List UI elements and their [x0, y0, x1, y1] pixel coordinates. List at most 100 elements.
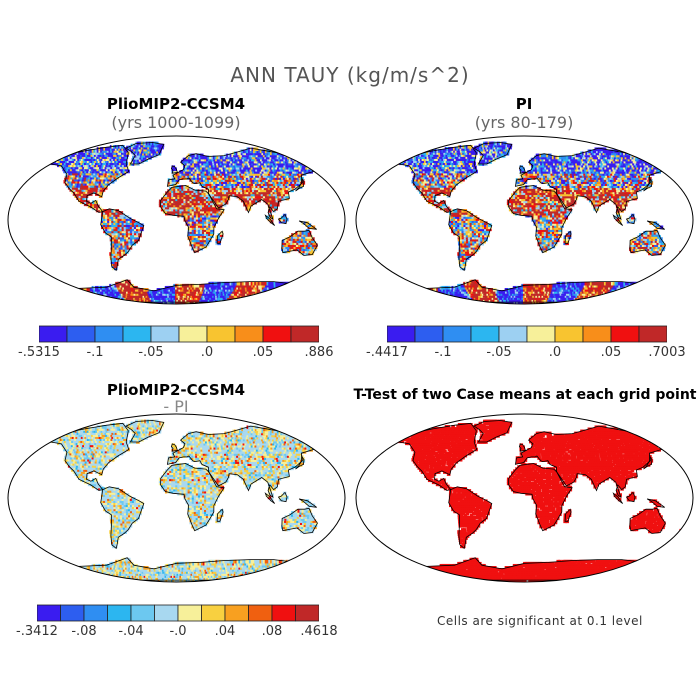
map-grid-cell — [188, 167, 193, 172]
map-grid-cell — [289, 186, 294, 191]
map-grid-cell — [211, 170, 216, 174]
map-grid-cell — [93, 171, 97, 176]
map-grid-cell — [193, 222, 198, 226]
map-grid-cell — [106, 179, 111, 184]
map-grid-cell — [86, 159, 91, 163]
map-grid-cell — [274, 192, 279, 197]
map-grid-cell — [290, 241, 294, 245]
map-grid-cell — [249, 200, 253, 205]
map-grid-cell — [257, 182, 261, 186]
map-grid-cell — [65, 161, 70, 166]
map-grid-cell — [173, 193, 177, 197]
map-grid-cell — [286, 241, 290, 245]
map-grid-cell — [85, 177, 90, 182]
map-grid-cell — [181, 195, 185, 200]
map-grid-cell — [201, 238, 206, 243]
map-grid-cell — [82, 161, 86, 166]
map-grid-cell — [135, 225, 140, 230]
map-grid-cell — [210, 203, 214, 208]
map-grid-cell — [52, 294, 57, 298]
map-grid-cell — [212, 172, 216, 176]
map-grid-cell — [71, 173, 75, 178]
map-grid-cell — [250, 196, 255, 201]
map-grid-cell — [211, 186, 216, 191]
map-grid-cell — [220, 200, 225, 205]
map-grid-cell — [204, 170, 208, 174]
map-grid-cell — [75, 298, 79, 302]
map-grid-cell — [127, 227, 132, 232]
map-grid-cell — [258, 178, 262, 182]
map-grid-cell — [175, 203, 179, 208]
map-grid-cell — [75, 190, 79, 194]
map-grid-cell — [244, 196, 249, 201]
map-grid-cell — [123, 231, 128, 236]
map-grid-cell — [265, 178, 270, 182]
map-grid-cell — [254, 161, 259, 166]
map-grid-cell — [205, 236, 210, 241]
map-grid-cell — [189, 228, 194, 232]
map-grid-cell — [296, 167, 301, 172]
map-grid-cell — [259, 170, 264, 174]
map-grid-cell — [197, 242, 202, 247]
map-grid-cell — [101, 186, 106, 190]
map-grid-cell — [183, 170, 187, 174]
map-grid-cell — [61, 292, 66, 296]
map-grid-cell — [276, 182, 281, 186]
map-grid-cell — [223, 186, 228, 191]
map-grid-cell — [256, 190, 260, 195]
map-grid-cell — [76, 298, 81, 302]
map-grid-cell — [111, 211, 115, 215]
map-grid-cell — [290, 290, 295, 294]
map-grid-cell — [203, 244, 208, 249]
map-grid-cell — [278, 180, 282, 184]
map-grid-cell — [282, 159, 287, 164]
map-grid-cell — [84, 181, 89, 186]
map-grid-cell — [105, 231, 109, 236]
map-grid-cell — [210, 194, 214, 199]
map-grid-cell — [206, 213, 210, 218]
map-grid-cell — [210, 213, 214, 218]
map-grid-cell — [60, 292, 64, 296]
map-grid-cell — [451, 177, 455, 182]
map-grid-cell — [48, 294, 52, 298]
map-grid-cell — [183, 195, 187, 200]
map-grid-cell — [245, 167, 250, 172]
map-grid-cell — [39, 159, 44, 163]
map-grid-cell — [294, 182, 299, 186]
map-grid-cell — [304, 241, 308, 245]
map-grid-cell — [289, 178, 294, 182]
map-grid-cell — [216, 213, 221, 218]
map-grid-cell — [205, 199, 210, 204]
map-grid-cell — [236, 161, 240, 166]
map-grid-cell — [262, 163, 267, 168]
map-grid-cell — [247, 184, 252, 189]
map-grid-cell — [270, 292, 275, 296]
map-grid-cell — [306, 161, 310, 166]
map-grid-cell — [67, 179, 72, 184]
map-grid-cell — [290, 298, 295, 302]
map-grid-cell — [255, 170, 260, 174]
map-grid-cell — [57, 290, 62, 294]
map-grid-cell — [432, 194, 437, 198]
map-grid-cell — [80, 298, 85, 302]
map-grid-cell — [167, 197, 171, 202]
map-grid-cell — [265, 292, 270, 296]
map-grid-cell — [225, 170, 229, 174]
map-grid-cell — [163, 197, 167, 202]
map-grid-cell — [210, 201, 214, 206]
map-grid-cell — [200, 176, 205, 180]
map-grid-cell — [195, 199, 200, 204]
map-grid-cell — [283, 151, 288, 156]
map-grid-cell — [250, 192, 255, 197]
map-grid-cell — [281, 298, 286, 302]
map-grid-cell — [276, 192, 281, 197]
map-grid-cell — [82, 175, 86, 180]
map-grid-cell — [235, 174, 240, 178]
map-grid-cell — [315, 157, 320, 162]
map-grid-cell — [221, 184, 226, 189]
map-grid-cell — [106, 171, 111, 176]
map-grid-cell — [269, 194, 273, 199]
map-grid-cell — [185, 170, 189, 174]
map-grid-cell — [228, 190, 232, 195]
map-grid-cell — [284, 249, 289, 254]
